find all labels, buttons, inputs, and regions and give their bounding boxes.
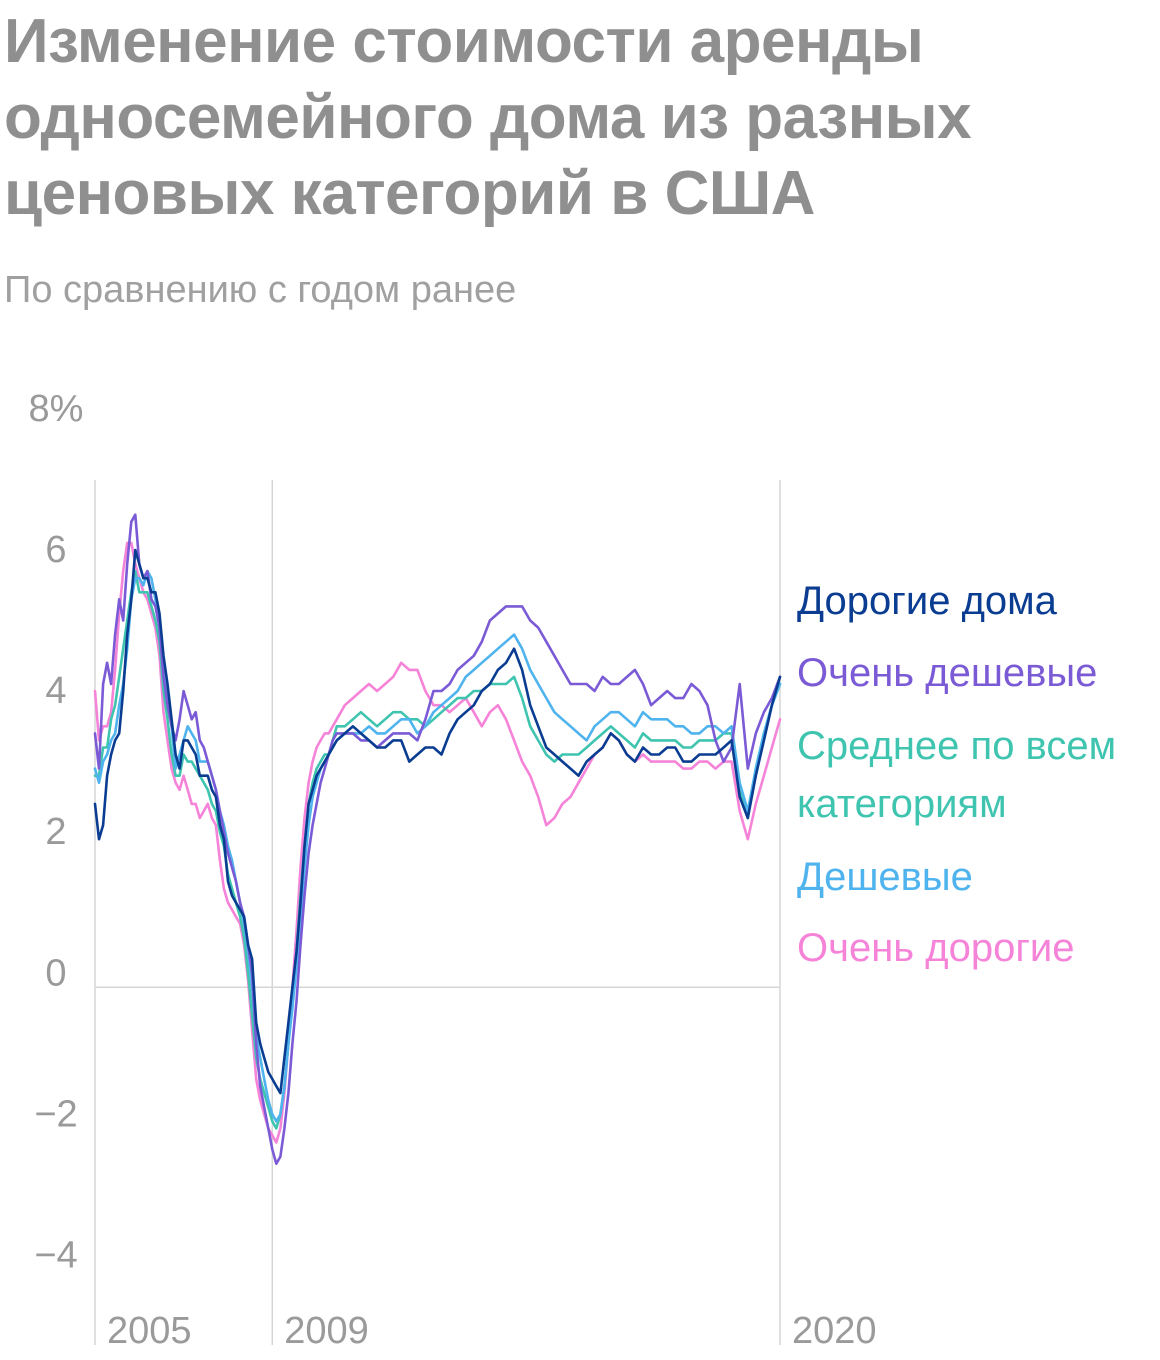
y-tick-label: −2: [34, 1093, 77, 1135]
series-line: [93, 569, 782, 1130]
y-tick-label: 6: [45, 529, 66, 571]
legend-entry: Дешевые: [797, 855, 973, 899]
x-tick-label: 2020: [792, 1310, 877, 1352]
y-tick-label: 4: [45, 670, 66, 712]
y-tick-label: 8%: [29, 388, 84, 430]
x-tick-label: 2005: [107, 1310, 192, 1352]
series-lines: [93, 513, 782, 1165]
legend-entry: Среднее по всем категориям: [797, 724, 1116, 826]
legend-entry: Очень дорогие: [797, 926, 1075, 970]
legend-entry: Дорогие дома: [797, 579, 1058, 623]
series-line: [93, 541, 782, 1144]
chart-subtitle: По сравнению с годом ранее: [4, 269, 517, 311]
series-line: [93, 569, 782, 1123]
series-line: [93, 548, 782, 1095]
axes-layer: [94, 480, 781, 1345]
legend-entry: Очень дешевые: [797, 651, 1097, 695]
tick-labels: 2005 2009 2020 8% 6 4 2 0 −2 −4: [29, 388, 877, 1352]
x-tick-label: 2009: [284, 1310, 369, 1352]
legend: Дорогие дома Очень дешевые Среднее по всем…: [797, 579, 1116, 970]
y-tick-label: 0: [45, 952, 66, 994]
y-tick-label: 2: [45, 811, 66, 853]
chart-title: Изменение стоимости аренды односемейного…: [4, 7, 972, 228]
series-line: [93, 513, 782, 1165]
y-tick-label: −4: [34, 1234, 77, 1276]
